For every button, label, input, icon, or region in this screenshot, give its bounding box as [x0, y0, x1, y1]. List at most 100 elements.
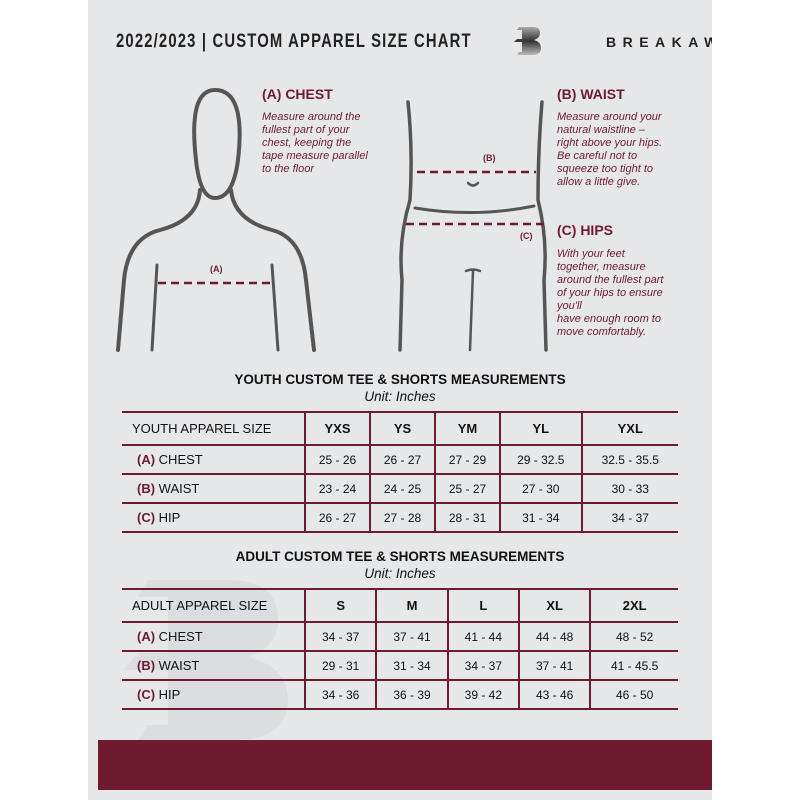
measurement-value: 34 - 37: [303, 621, 377, 652]
size-header: 2XL: [589, 588, 678, 623]
measurement-letter: (A): [137, 452, 156, 467]
text-line: you'll: [557, 300, 582, 312]
waist-figure-sides: [398, 100, 548, 352]
size-header: M: [375, 588, 448, 623]
measurement-name: WAIST: [158, 658, 200, 673]
hips-marker: (C): [520, 231, 533, 241]
text-line: right above your hips.: [557, 137, 663, 149]
measurement-value: 31 - 34: [375, 650, 448, 681]
chest-figure-head: [192, 87, 242, 201]
waist-heading: (B) WAIST: [557, 86, 625, 102]
size-header: YL: [499, 411, 582, 446]
measurement-value: 28 - 31: [434, 502, 500, 533]
measurement-name: CHEST: [158, 452, 203, 467]
measurement-value: 37 - 41: [517, 650, 591, 681]
size-label: ADULT APPAREL SIZE: [122, 588, 305, 623]
text-line: allow a little give.: [557, 176, 641, 188]
measurement-value: 25 - 27: [434, 473, 500, 504]
measurement-value: 27 - 28: [369, 502, 435, 533]
table-row: (C) HIP 26 - 27 27 - 28 28 - 31 31 - 34 34 - …: [122, 502, 678, 533]
adult-table-title: ADULT CUSTOM TEE & SHORTS MEASUREMENTS: [235, 549, 565, 564]
measurement-value: 39 - 42: [446, 679, 519, 710]
text-line: natural waistline –: [557, 124, 646, 136]
hips-heading: (C) HIPS: [557, 222, 613, 238]
measurement-name: HIP: [158, 510, 181, 525]
text-line: fullest part of your: [262, 124, 350, 136]
measurement-value: 26 - 27: [304, 502, 370, 533]
youth-size-table: YOUTH APPAREL SIZE YXS YS YM YL YXL (A) CHEST 2…: [122, 411, 678, 533]
text-line: squeeze too tight to: [557, 163, 654, 175]
measurement-value: 34 - 37: [446, 650, 519, 681]
text-line: to the floor: [262, 163, 314, 175]
table-row: (A) CHEST 34 - 37 37 - 41 41 - 44 44 - 48 48 …: [122, 621, 678, 652]
text-line: With your feet: [557, 248, 625, 260]
size-header: L: [446, 588, 519, 623]
text-line: Measure around your: [557, 111, 662, 123]
text-line: Be careful not to: [557, 150, 638, 162]
table-row: (B) WAIST 29 - 31 31 - 34 34 - 37 37 - 41 41 …: [122, 650, 678, 681]
measurement-letter: (C): [137, 687, 156, 702]
measurement-value: 32.5 - 35.5: [580, 444, 678, 475]
measurement-value: 23 - 24: [304, 473, 370, 504]
measurement-value: 26 - 27: [369, 444, 435, 475]
measurement-value: 30 - 33: [580, 473, 678, 504]
measurement-label: (A) CHEST: [122, 621, 305, 652]
measurement-value: 43 - 46: [517, 679, 591, 710]
body-illustrations: [116, 87, 548, 352]
measurement-value: 41 - 44: [446, 621, 519, 652]
measurement-value: 25 - 26: [304, 444, 370, 475]
size-header: YXS: [304, 411, 370, 446]
text-line: around the fullest part: [557, 274, 664, 286]
size-header: S: [303, 588, 377, 623]
waist-description: Measure around your natural waistline – ri…: [557, 111, 662, 189]
measurement-label: (B) WAIST: [122, 650, 305, 681]
measurement-value: 48 - 52: [589, 621, 678, 652]
measurement-value: 44 - 48: [517, 621, 591, 652]
waist-marker: (B): [483, 153, 496, 163]
measurement-letter: (C): [137, 510, 156, 525]
adult-size-table: ADULT APPAREL SIZE S M L XL 2XL (A) CHEST 34 - …: [122, 588, 678, 710]
measurement-value: 24 - 25: [369, 473, 435, 504]
size-header: YS: [369, 411, 435, 446]
brand-name: BREAKAWAY: [606, 34, 712, 50]
youth-unit: Unit: Inches: [364, 389, 436, 404]
measurement-value: 37 - 41: [375, 621, 448, 652]
youth-table-title: YOUTH CUSTOM TEE & SHORTS MEASUREMENTS: [234, 372, 566, 387]
crotch: [464, 268, 482, 352]
table-row: (A) CHEST 25 - 26 26 - 27 27 - 29 29 - 32.5 3…: [122, 444, 678, 475]
measurement-value: 29 - 31: [303, 650, 377, 681]
text-line: chest, keeping the: [262, 137, 352, 149]
text-line: have enough room to: [557, 313, 661, 325]
measurement-value: 36 - 39: [375, 679, 448, 710]
chest-description: Measure around the fullest part of your ch…: [262, 111, 368, 176]
text-line: tape measure parallel: [262, 150, 368, 162]
chest-figure-shoulders: [116, 188, 316, 352]
size-label: YOUTH APPAREL SIZE: [122, 411, 305, 446]
text-line: Measure around the: [262, 111, 361, 123]
table-header-row: YOUTH APPAREL SIZE YXS YS YM YL YXL: [122, 411, 678, 446]
measurement-value: 27 - 30: [499, 473, 582, 504]
size-chart-page: 2022/2023 | CUSTOM APPAREL SIZE CHART BR…: [88, 0, 712, 800]
chest-marker: (A): [210, 264, 223, 274]
measurement-label: (C) HIP: [122, 679, 305, 710]
table-row: (B) WAIST 23 - 24 24 - 25 25 - 27 27 - 30 30 …: [122, 473, 678, 504]
measurement-value: 27 - 29: [434, 444, 500, 475]
measurement-label: (B) WAIST: [122, 473, 305, 504]
table-row: (C) HIP 34 - 36 36 - 39 39 - 42 43 - 46 46 - …: [122, 679, 678, 710]
text-line: move comfortably.: [557, 326, 647, 338]
measurement-name: CHEST: [158, 629, 203, 644]
chest-figure-arms: [150, 263, 280, 352]
measurement-value: 29 - 32.5: [499, 444, 582, 475]
measurement-label: (C) HIP: [122, 502, 305, 533]
measurement-value: 34 - 37: [580, 502, 678, 533]
size-header: YM: [434, 411, 500, 446]
measurement-name: WAIST: [158, 481, 200, 496]
measurement-value: 31 - 34: [499, 502, 582, 533]
size-header: YXL: [580, 411, 678, 446]
measurement-value: 41 - 45.5: [589, 650, 678, 681]
page-title: 2022/2023 | CUSTOM APPAREL SIZE CHART: [116, 31, 472, 52]
hips-description: With your feet together, measure around th…: [557, 248, 663, 339]
adult-unit: Unit: Inches: [364, 566, 436, 581]
measurement-label: (A) CHEST: [122, 444, 305, 475]
waist-figure-belt: [413, 204, 536, 215]
